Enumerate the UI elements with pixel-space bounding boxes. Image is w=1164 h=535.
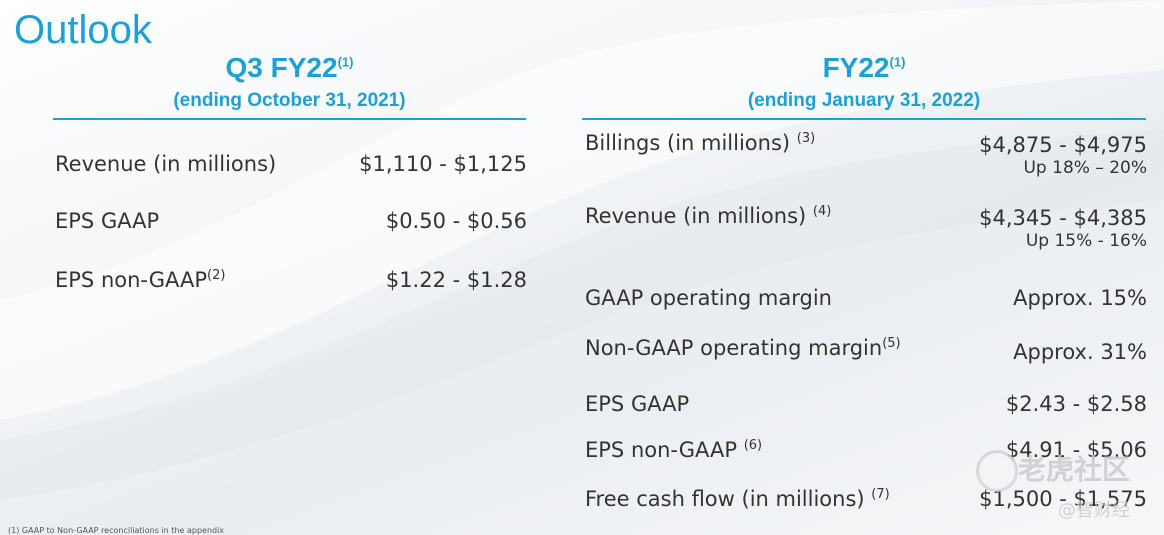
row-value: $1,500 - $1,575	[979, 487, 1147, 511]
row-growth: Up 15% - 16%	[1025, 231, 1147, 251]
row-growth: Up 18% – 20%	[1023, 158, 1147, 178]
row-label: EPS non-GAAP (6)	[585, 438, 763, 462]
row-label: EPS GAAP	[55, 209, 160, 233]
fy22-row-eps-non-gaap: EPS non-GAAP (6) $4.91 - $5.06	[585, 438, 1147, 468]
fy22-header: FY22(1) (ending January 31, 2022)	[582, 52, 1146, 112]
fy22-row-revenue: Revenue (in millions) (4) $4,345 - $4,38…	[585, 204, 1147, 256]
fy22-row-eps-gaap: EPS GAAP $2.43 - $2.58	[585, 392, 1147, 422]
q3-row-revenue: Revenue (in millions) $1,110 - $1,125	[55, 152, 527, 182]
q3-row-eps-gaap: EPS GAAP $0.50 - $0.56	[55, 209, 527, 239]
row-value: Approx. 15%	[1013, 286, 1147, 310]
row-value: $0.50 - $0.56	[385, 209, 527, 233]
q3-header: Q3 FY22(1) (ending October 31, 2021)	[53, 52, 526, 112]
fy22-subheading: (ending January 31, 2022)	[747, 90, 981, 111]
row-label: Revenue (in millions)	[55, 152, 277, 176]
row-value: $2.43 - $2.58	[1005, 392, 1147, 416]
row-label: Free cash flow (in millions) (7)	[585, 487, 890, 511]
q3-heading: Q3 FY22(1)	[225, 52, 354, 83]
row-value: $4,345 - $4,385	[979, 206, 1147, 230]
q3-row-eps-non-gaap: EPS non-GAAP(2) $1.22 - $1.28	[55, 268, 527, 298]
q3-header-rule	[53, 118, 526, 120]
row-label: Revenue (in millions) (4)	[585, 204, 832, 228]
row-value: $1,110 - $1,125	[359, 152, 527, 176]
row-label: EPS non-GAAP(2)	[55, 268, 226, 292]
footnote: (1) GAAP to Non-GAAP reconciliations in …	[8, 526, 225, 535]
fy22-row-gaap-margin: GAAP operating margin Approx. 15%	[585, 286, 1147, 316]
row-label: GAAP operating margin	[585, 286, 832, 310]
fy22-heading: FY22(1)	[822, 52, 906, 83]
watermark-text: 老虎社区	[1018, 453, 1131, 486]
q3-subheading: (ending October 31, 2021)	[173, 90, 406, 111]
row-label: EPS GAAP	[585, 392, 690, 416]
row-value: $4,875 - $4,975	[979, 133, 1147, 157]
watermark-subtext: @智财经	[1058, 500, 1130, 521]
row-label: Billings (in millions) (3)	[585, 131, 816, 155]
page-title: Outlook	[14, 8, 152, 52]
fy22-row-non-gaap-margin: Non-GAAP operating margin(5) Approx. 31%	[585, 336, 1147, 366]
fy22-row-free-cash-flow: Free cash flow (in millions) (7) $1,500 …	[585, 487, 1147, 517]
row-value: $1.22 - $1.28	[385, 268, 527, 292]
watermark-logo-icon	[976, 450, 1018, 492]
fy22-header-rule	[582, 118, 1146, 120]
fy22-row-billings: Billings (in millions) (3) $4,875 - $4,9…	[585, 131, 1147, 183]
row-label: Non-GAAP operating margin(5)	[585, 336, 901, 360]
row-value: $4.91 - $5.06	[1005, 438, 1147, 462]
row-value: Approx. 31%	[1013, 340, 1147, 364]
